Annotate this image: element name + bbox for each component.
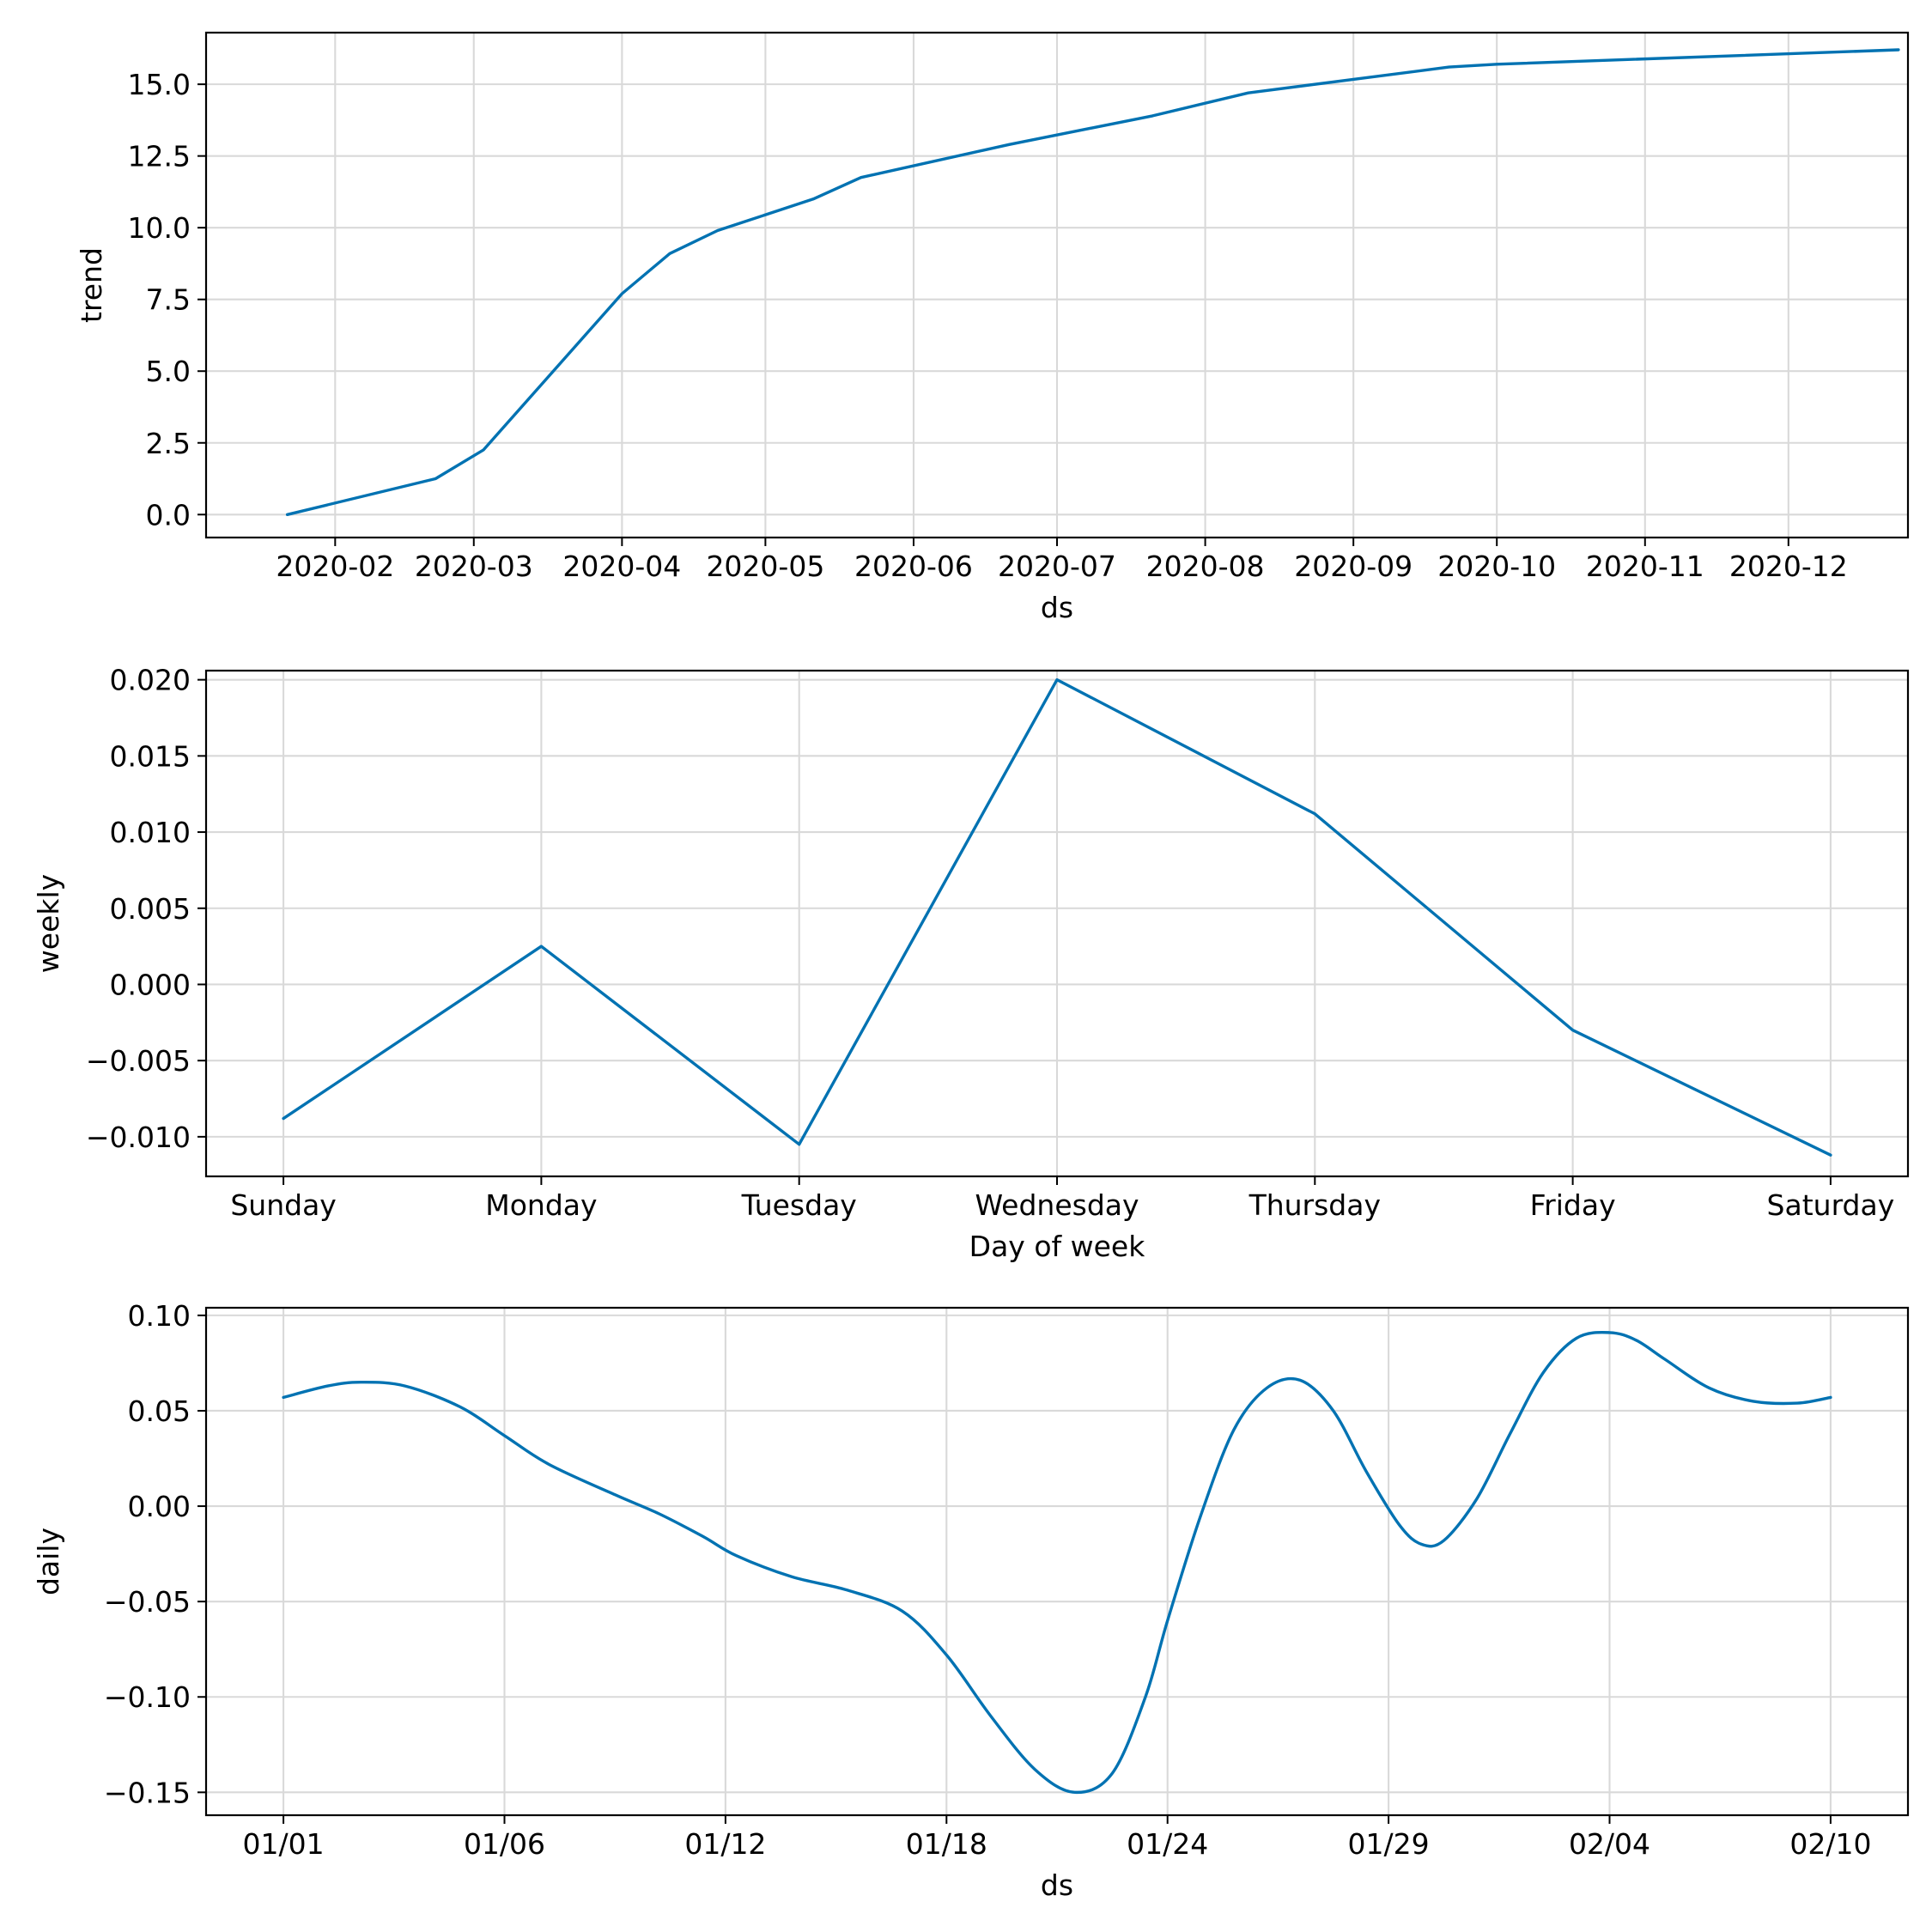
trend-x-tick-label: 2020-05: [706, 550, 824, 583]
weekly-y-tick-label: 0.020: [110, 664, 191, 697]
trend-y-tick-label: 15.0: [128, 68, 191, 101]
trend-x-tick-label: 2020-02: [276, 550, 394, 583]
trend-y-tick-label: 5.0: [146, 355, 191, 388]
trend-series-line: [285, 48, 1900, 516]
trend-x-tick-label: 2020-11: [1586, 550, 1704, 583]
weekly-y-tick-label: −0.005: [86, 1044, 191, 1078]
weekly-x-tick-label: Tuesday: [741, 1188, 857, 1222]
daily-x-axis-label: ds: [1041, 1868, 1073, 1902]
daily-panel: 01/01 01/06 01/12 01/18 01/24 01/29 02/04 02/10…: [32, 1299, 1910, 1902]
weekly-x-axis-label: Day of week: [969, 1230, 1146, 1263]
daily-y-tick-label: −0.10: [104, 1680, 191, 1714]
trend-y-tick-label: 12.5: [128, 140, 191, 173]
trend-x-tick-label: 2020-09: [1294, 550, 1413, 583]
weekly-x-tick-label: Saturday: [1767, 1188, 1895, 1222]
weekly-x-tick-label: Monday: [485, 1188, 597, 1222]
daily-x-tick-label: 01/24: [1127, 1827, 1208, 1861]
daily-y-tick-label: 0.00: [128, 1490, 191, 1523]
daily-series-line: [282, 1330, 1832, 1795]
weekly-x-tick-label: Friday: [1530, 1188, 1616, 1222]
daily-axes-frame: [204, 1306, 1910, 1817]
trend-x-tick-label: 2020-06: [854, 550, 973, 583]
trend-x-tick-label: 2020-04: [562, 550, 681, 583]
daily-x-tick-label: 02/10: [1789, 1827, 1871, 1861]
trend-panel: 2020-02 2020-03 2020-04 2020-05 2020-06 2020-…: [75, 31, 1910, 624]
weekly-y-tick-label: 0.000: [110, 968, 191, 1001]
weekly-series-line: [282, 677, 1832, 1157]
daily-x-tick-label: 01/18: [906, 1827, 987, 1861]
daily-x-tick-label: 01/06: [464, 1827, 545, 1861]
daily-x-tick-label: 01/01: [243, 1827, 325, 1861]
trend-x-tick-label: 2020-12: [1729, 550, 1848, 583]
trend-y-axis-label: trend: [75, 247, 108, 323]
weekly-y-axis-label: weekly: [32, 874, 65, 973]
trend-x-axis-label: ds: [1041, 591, 1073, 624]
trend-x-tick-label: 2020-10: [1437, 550, 1556, 583]
trend-y-tick-label: 0.0: [146, 498, 191, 532]
weekly-panel: Sunday Monday Tuesday Wednesday Thursday Frid…: [32, 664, 1910, 1263]
trend-y-tick-label: 10.0: [128, 211, 191, 245]
weekly-x-tick-label: Sunday: [230, 1188, 336, 1222]
trend-x-tick-label: 2020-03: [415, 550, 533, 583]
daily-x-tick-label: 01/29: [1348, 1827, 1430, 1861]
trend-x-tick-label: 2020-07: [998, 550, 1116, 583]
weekly-x-tick-label: Thursday: [1249, 1188, 1381, 1222]
trend-x-tick-label: 2020-08: [1146, 550, 1265, 583]
daily-y-tick-label: −0.05: [104, 1585, 191, 1619]
daily-y-tick-label: −0.15: [104, 1776, 191, 1809]
daily-y-tick-label: 0.10: [128, 1299, 191, 1333]
trend-y-tick-label: 2.5: [146, 427, 191, 460]
weekly-y-tick-label: 0.010: [110, 816, 191, 849]
weekly-y-tick-label: 0.015: [110, 739, 191, 773]
daily-y-tick-label: 0.05: [128, 1394, 191, 1428]
daily-y-axis-label: daily: [32, 1528, 65, 1595]
weekly-y-tick-label: −0.010: [86, 1121, 191, 1154]
trend-y-tick-label: 7.5: [146, 283, 191, 317]
weekly-y-tick-label: 0.005: [110, 892, 191, 926]
weekly-x-tick-label: Wednesday: [975, 1188, 1139, 1222]
daily-x-tick-label: 02/04: [1569, 1827, 1650, 1861]
daily-x-tick-label: 01/12: [684, 1827, 766, 1861]
